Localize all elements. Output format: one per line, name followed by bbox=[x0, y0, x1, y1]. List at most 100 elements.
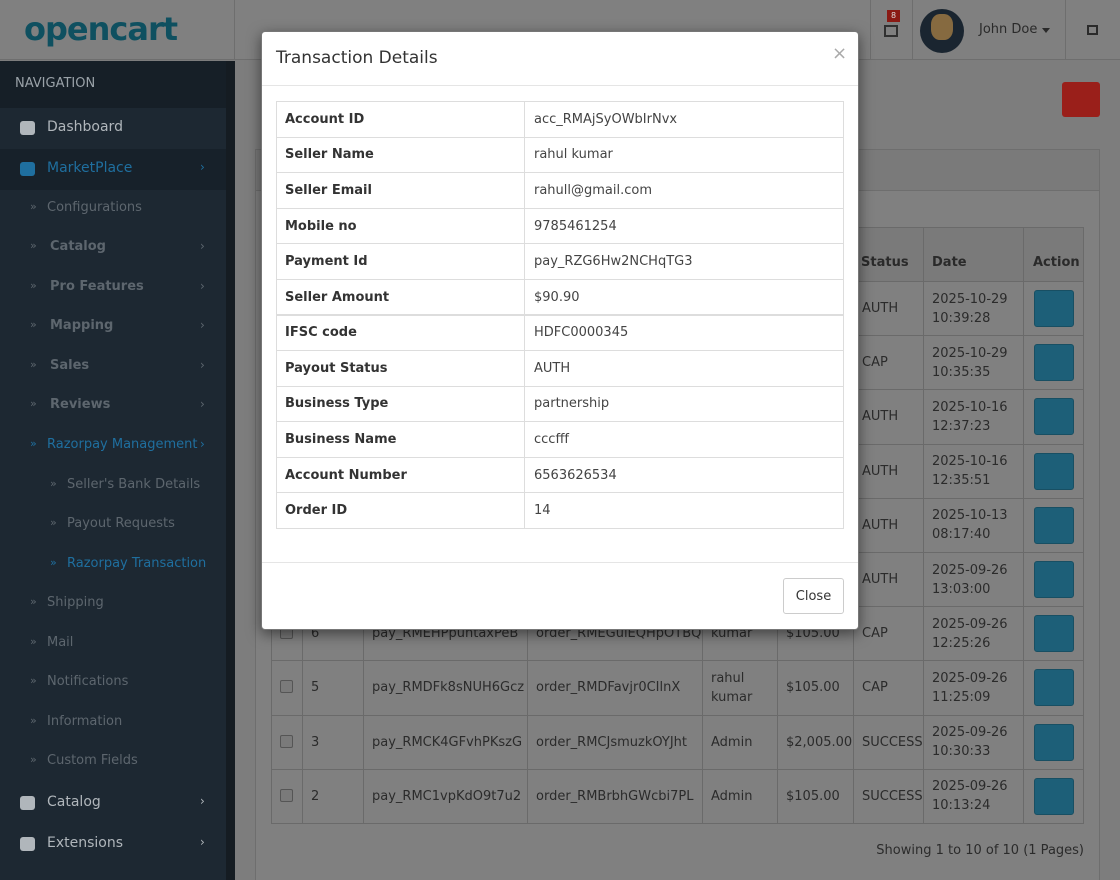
table-cell: CAP bbox=[853, 660, 924, 716]
nav-item[interactable]: Notifications bbox=[47, 674, 129, 689]
table-cell: AUTH bbox=[853, 443, 924, 499]
field-value: $90.90 bbox=[524, 278, 844, 316]
checkbox[interactable] bbox=[280, 788, 293, 802]
nav-item[interactable]: Shipping bbox=[47, 595, 104, 610]
nav-item[interactable]: Reviews bbox=[50, 397, 111, 412]
table-cell: 2025-10-16 12:37:23 bbox=[923, 389, 1024, 445]
view-button[interactable] bbox=[1034, 669, 1074, 707]
nav-item[interactable]: Catalog bbox=[50, 239, 106, 254]
table-cell: 2025-09-26 10:30:33 bbox=[923, 714, 1024, 770]
modal-title: Transaction Details bbox=[276, 48, 438, 68]
field-value: HDFC0000345 bbox=[524, 314, 844, 352]
field-value: 14 bbox=[524, 492, 844, 529]
view-button[interactable] bbox=[1034, 290, 1074, 327]
table-cell: AUTH bbox=[853, 281, 924, 337]
notification-badge[interactable]: 8 bbox=[887, 10, 900, 22]
table-cell: 5 bbox=[302, 660, 364, 716]
modal-close-icon[interactable]: × bbox=[832, 43, 848, 64]
notification-icon[interactable] bbox=[884, 25, 898, 37]
nav-item[interactable]: Configurations bbox=[47, 200, 142, 215]
field-label: Seller Amount bbox=[276, 278, 525, 316]
field-label: Account Number bbox=[276, 456, 525, 494]
field-label: Payout Status bbox=[276, 350, 525, 387]
field-label: Business Type bbox=[276, 385, 525, 423]
field-value: AUTH bbox=[524, 350, 844, 387]
nav-item[interactable]: Mail bbox=[47, 635, 74, 650]
nav-icon bbox=[20, 121, 35, 135]
nav-bullet: » bbox=[30, 397, 37, 410]
view-button[interactable] bbox=[1034, 452, 1074, 490]
table-cell: 2025-09-26 10:13:24 bbox=[923, 768, 1024, 824]
field-label: Payment Id bbox=[276, 243, 525, 280]
field-label: Business Name bbox=[276, 421, 525, 458]
nav-bullet: » bbox=[30, 279, 37, 292]
nav-arrow: › bbox=[200, 437, 205, 451]
checkbox[interactable] bbox=[280, 734, 293, 748]
view-button[interactable] bbox=[1034, 723, 1074, 761]
field-label: Seller Email bbox=[276, 172, 525, 209]
nav-item[interactable]: Payout Requests bbox=[67, 516, 175, 531]
view-button[interactable] bbox=[1034, 398, 1074, 436]
nav-active bbox=[0, 149, 226, 190]
nav-item[interactable]: Information bbox=[47, 714, 123, 729]
table-cell: AUTH bbox=[853, 389, 924, 445]
table-cell: $2,005.00 bbox=[777, 714, 854, 770]
nav-item[interactable]: Mapping bbox=[50, 318, 114, 333]
user-name[interactable]: John Doe bbox=[979, 22, 1038, 37]
table-cell: 2025-09-26 13:03:00 bbox=[923, 552, 1024, 608]
column-header: Status bbox=[861, 255, 909, 270]
field-value: 6563626534 bbox=[524, 456, 844, 494]
view-button[interactable] bbox=[1034, 344, 1074, 382]
nav-title: NAVIGATION bbox=[15, 76, 96, 91]
view-button[interactable] bbox=[1034, 561, 1074, 598]
field-label: Order ID bbox=[276, 492, 525, 529]
nav-item[interactable]: MarketPlace bbox=[47, 160, 133, 176]
field-label: Seller Name bbox=[276, 136, 525, 174]
table-cell: 2025-10-29 10:39:28 bbox=[923, 281, 1024, 337]
table-cell: AUTH bbox=[853, 497, 924, 553]
close-button[interactable]: Close bbox=[783, 578, 844, 614]
table-cell: 2025-09-26 12:25:26 bbox=[923, 606, 1024, 662]
view-button[interactable] bbox=[1034, 615, 1074, 653]
nav-item[interactable]: Sales bbox=[50, 358, 90, 373]
table-cell: order_RMBrbhGWcbi7PL bbox=[527, 768, 703, 824]
nav-arrow: › bbox=[200, 279, 205, 293]
view-button[interactable] bbox=[1034, 506, 1074, 544]
nav-item[interactable]: Dashboard bbox=[47, 119, 123, 135]
field-value: pay_RZG6Hw2NCHqTG3 bbox=[524, 243, 844, 280]
sidebar bbox=[0, 61, 235, 880]
table-cell: $105.00 bbox=[777, 768, 854, 824]
table-cell: 2025-10-29 10:35:35 bbox=[923, 335, 1024, 391]
table-cell: pay_RMCK4GFvhPKszG bbox=[363, 714, 528, 770]
nav-icon bbox=[20, 796, 35, 810]
nav-item[interactable]: Razorpay Management bbox=[47, 437, 198, 452]
field-label: Mobile no bbox=[276, 207, 525, 245]
nav-arrow: › bbox=[200, 239, 205, 253]
column-header: Action bbox=[1033, 255, 1080, 270]
checkbox[interactable] bbox=[280, 680, 293, 694]
logo: opencart bbox=[24, 10, 178, 48]
nav-item[interactable]: Catalog bbox=[47, 794, 101, 810]
pagination-info: Showing 1 to 10 of 10 (1 Pages) bbox=[876, 843, 1084, 858]
table-cell: pay_RMC1vpKdO9t7u2 bbox=[363, 768, 528, 824]
nav-item[interactable]: Razorpay Transaction bbox=[67, 556, 207, 571]
nav-item[interactable]: Custom Fields bbox=[47, 753, 138, 768]
nav-item[interactable]: Pro Features bbox=[50, 279, 144, 294]
nav-bullet: » bbox=[50, 556, 57, 569]
nav-item[interactable]: Seller's Bank Details bbox=[67, 477, 201, 492]
table-cell: CAP bbox=[853, 606, 924, 662]
table-cell: Admin bbox=[702, 768, 778, 824]
delete-button[interactable] bbox=[1062, 82, 1100, 117]
table-cell: pay_RMDFk8sNUH6Gcz bbox=[363, 660, 528, 716]
view-button[interactable] bbox=[1034, 777, 1074, 815]
nav-bullet: » bbox=[50, 516, 57, 529]
logout-icon[interactable] bbox=[1087, 25, 1098, 35]
nav-bullet: » bbox=[30, 437, 37, 450]
nav-arrow: › bbox=[200, 794, 205, 808]
field-label: IFSC code bbox=[276, 314, 525, 352]
field-value: 9785461254 bbox=[524, 207, 844, 245]
nav-arrow: › bbox=[200, 835, 205, 849]
nav-bullet: » bbox=[30, 239, 37, 252]
nav-item[interactable]: Extensions bbox=[47, 835, 124, 851]
